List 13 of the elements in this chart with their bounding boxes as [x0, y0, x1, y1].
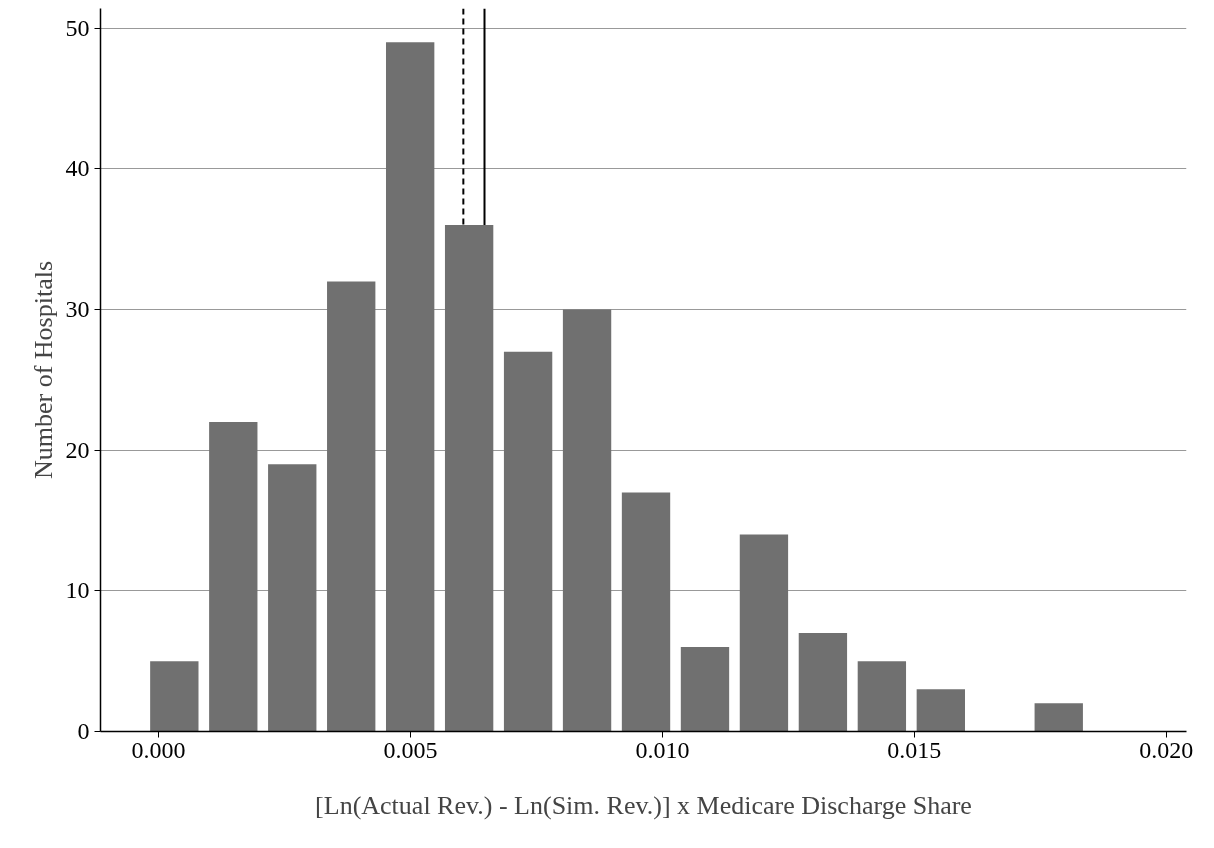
x-tick-label: 0.005	[383, 736, 438, 763]
x-tick-label: 0.015	[887, 736, 942, 763]
y-axis-title: Number of Hospitals	[28, 260, 58, 480]
y-tick-label: 10	[65, 577, 90, 604]
y-tick-label: 30	[65, 296, 90, 323]
y-tick-label: 40	[65, 155, 90, 182]
x-tick-label: 0.000	[131, 736, 186, 763]
y-tick-label: 20	[65, 436, 90, 463]
x-axis-title: [Ln(Actual Rev.) - Ln(Sim. Rev.)] x Medicare Discharge Share	[315, 790, 972, 820]
x-tick-label: 0.010	[635, 736, 690, 763]
y-tick-label: 50	[65, 14, 90, 41]
y-tick-label: 0	[77, 718, 90, 744]
x-tick-label: 0.020	[1139, 736, 1194, 763]
